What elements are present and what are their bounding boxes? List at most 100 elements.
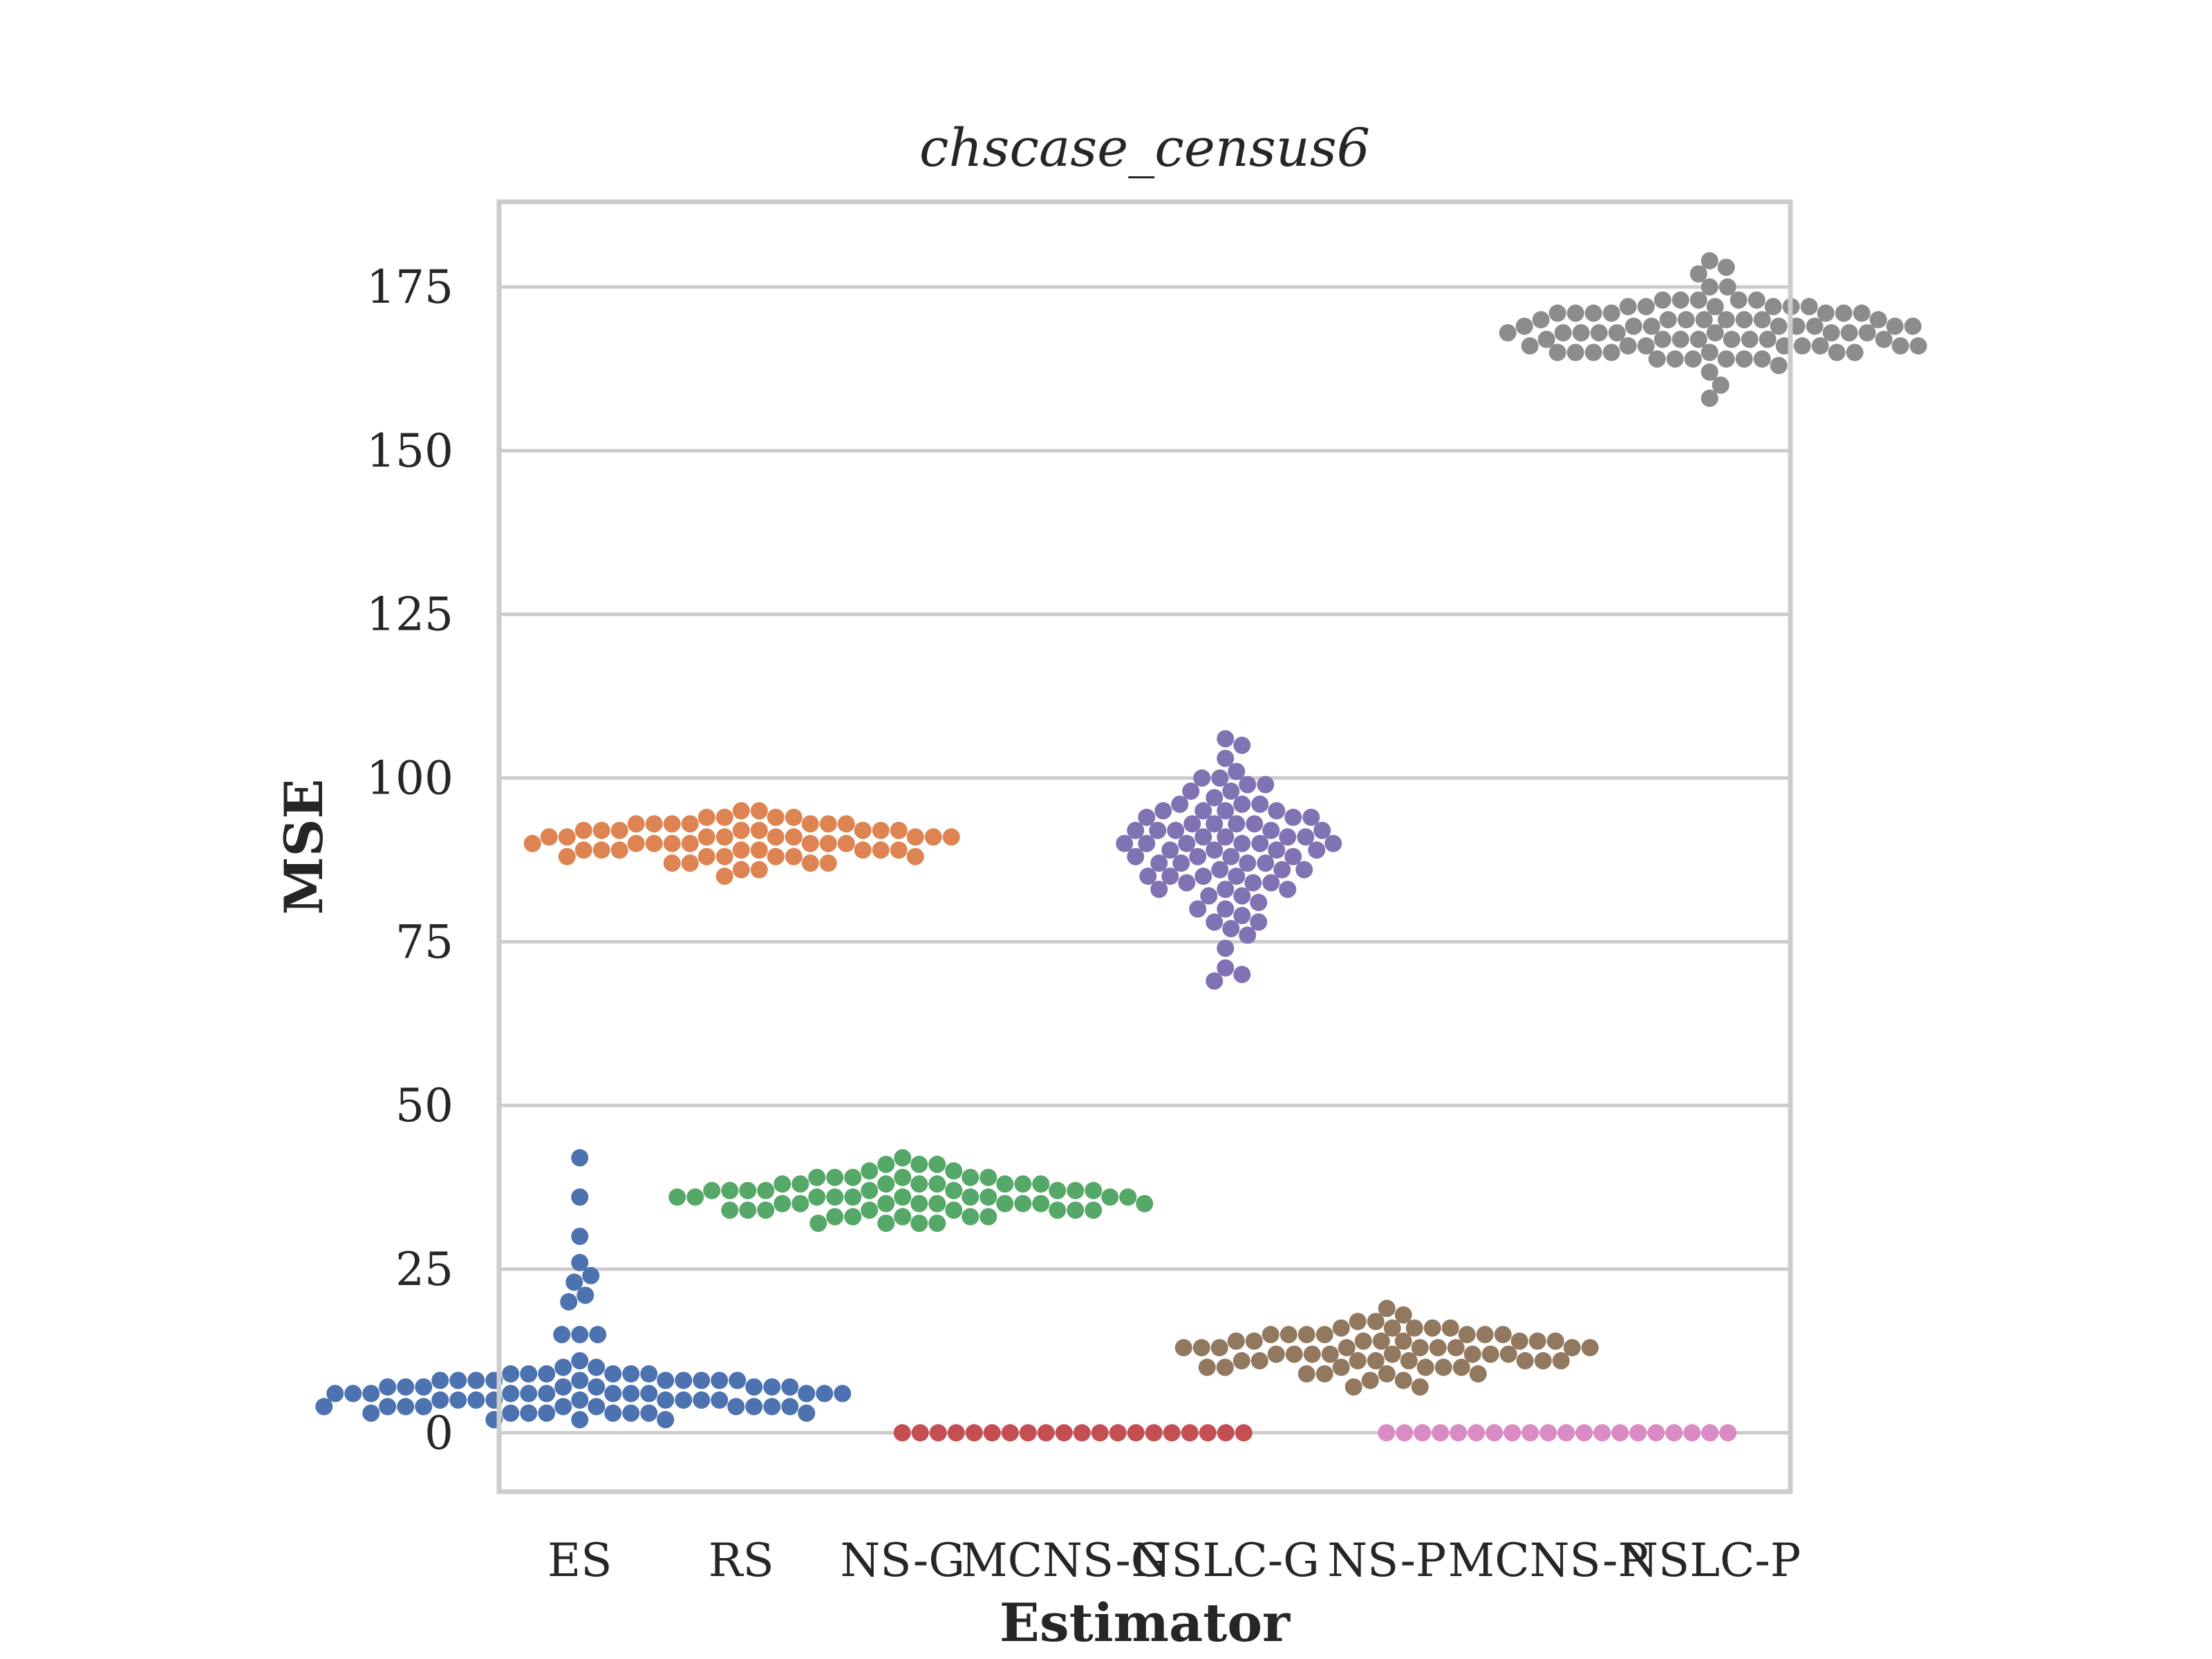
data-point [1206,972,1224,990]
data-point [732,841,750,859]
data-point [1546,1332,1564,1350]
data-point [893,1424,911,1442]
data-point [1700,344,1718,362]
data-point [1206,841,1224,859]
data-point [622,1404,640,1422]
data-point [1378,1300,1396,1318]
data-point [1217,828,1235,846]
data-point [774,1194,791,1212]
data-point [980,1168,997,1186]
data-point [894,1188,912,1206]
data-point [502,1404,520,1422]
data-point [1163,1424,1181,1442]
data-point [1753,310,1771,328]
data-point [1233,966,1251,984]
data-point [785,828,803,846]
data-point [1394,1332,1412,1350]
data-point [1181,1424,1199,1442]
data-point [1217,959,1235,977]
data-point [592,841,610,859]
data-point [1227,1332,1245,1350]
data-point [1414,1424,1432,1442]
data-point [1770,317,1788,335]
data-point [520,1404,538,1422]
data-point [379,1398,397,1416]
data-point [854,841,872,859]
data-point [1858,324,1876,341]
data-point [1383,1345,1401,1363]
data-point [415,1378,433,1396]
data-point [1085,1181,1103,1199]
data-point [1458,1326,1476,1344]
data-point [1706,324,1724,341]
data-point [1222,847,1240,865]
data-point [1154,802,1172,820]
data-point [1150,854,1168,872]
data-point [1067,1201,1085,1219]
data-point [816,1385,834,1403]
data-point [1659,310,1677,328]
data-point [1174,1339,1192,1357]
data-point [645,815,663,833]
data-point [1712,376,1730,394]
data-point [1073,1424,1091,1442]
data-point [1593,1424,1611,1442]
data-point [894,1168,912,1186]
data-point [1747,291,1765,309]
data-point [1611,1424,1629,1442]
data-point [1303,1345,1321,1363]
y-axis-title: MSE [273,779,335,915]
data-point [554,1378,572,1396]
data-point [1602,344,1620,362]
data-point [1037,1424,1055,1442]
data-point [675,1371,693,1389]
data-point [996,1175,1014,1193]
data-point [715,828,733,846]
data-point [1624,317,1642,335]
data-point [1268,841,1286,859]
data-point [1730,291,1747,309]
data-point [1372,1332,1390,1350]
data-point [1629,1424,1647,1442]
data-point [745,1398,763,1416]
data-point [1295,861,1313,879]
data-point [1642,317,1660,335]
data-point [681,815,699,833]
data-point [538,1365,556,1383]
data-point [1689,330,1707,348]
data-point [1695,310,1713,328]
data-point [910,1155,928,1173]
data-point [415,1398,433,1416]
data-point [1684,350,1702,368]
data-point [467,1391,485,1409]
data-point [1515,317,1533,335]
data-point [1665,1424,1683,1442]
data-point [1846,344,1864,362]
data-point [571,1391,589,1409]
data-point [928,1215,946,1232]
data-point [1262,874,1280,892]
data-point [558,847,576,865]
data-point [553,1326,571,1344]
data-point [715,868,733,885]
data-point [1302,808,1320,826]
data-point [565,1273,583,1291]
data-point [1648,350,1666,368]
data-point [757,1201,775,1219]
data-point [560,1293,578,1311]
data-point [1049,1201,1067,1219]
data-point [877,1194,895,1212]
data-point [1189,900,1207,918]
data-point [732,821,750,839]
data-point [645,834,663,852]
data-point [877,1215,895,1232]
data-point [1584,304,1602,322]
data-point [890,841,908,859]
data-point [1590,324,1608,341]
data-point [1297,1326,1315,1344]
data-point [1308,841,1326,859]
data-point [1183,815,1201,833]
data-point [785,808,803,826]
data-point [1228,815,1246,833]
